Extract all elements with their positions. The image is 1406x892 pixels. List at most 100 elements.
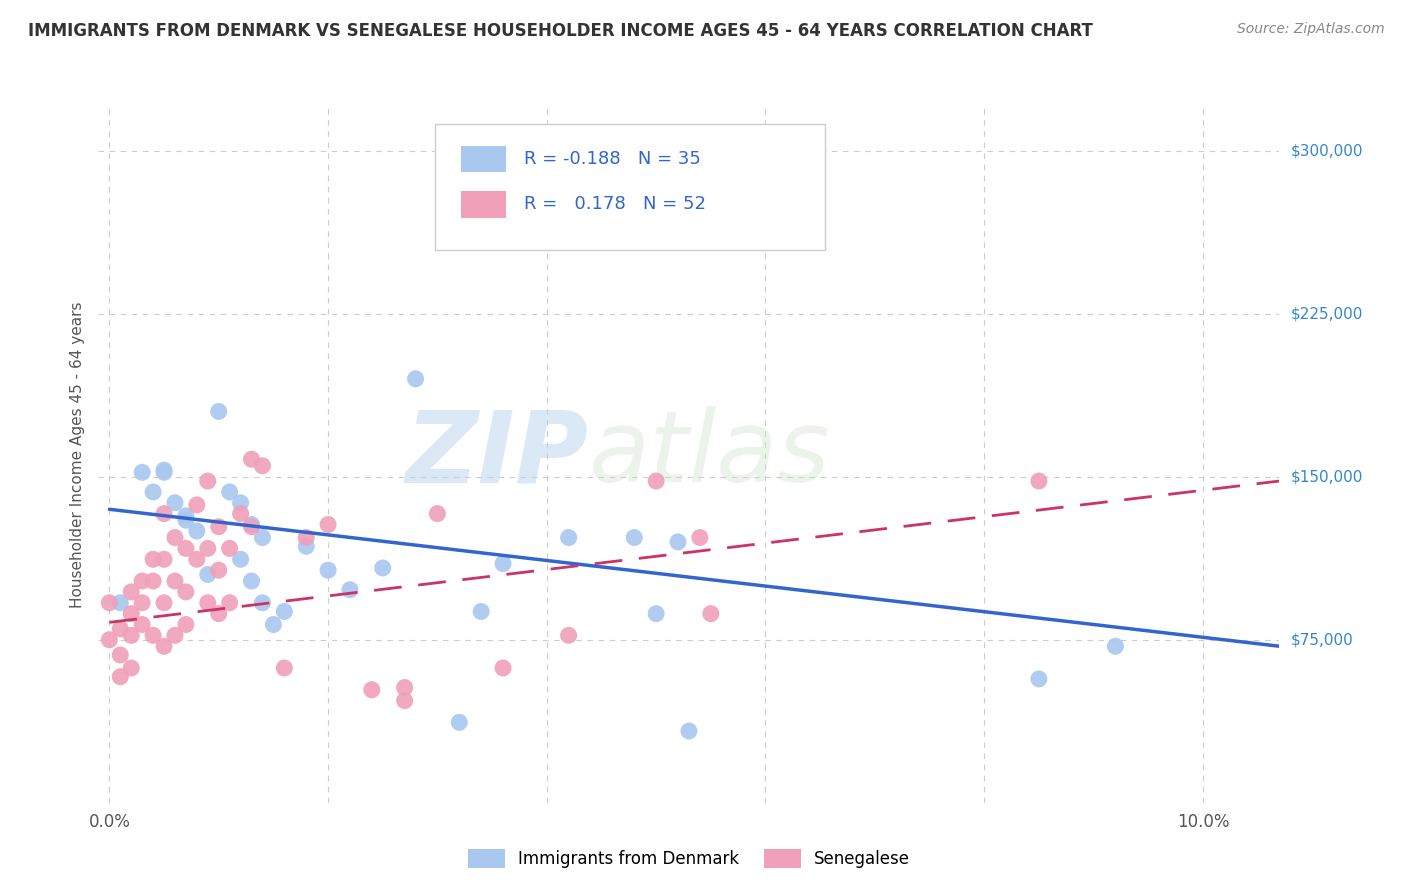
Point: [700, 607, 723, 621]
Point: [174, 508, 197, 523]
Point: [153, 596, 176, 610]
Point: [678, 724, 700, 739]
Point: [218, 596, 240, 610]
Point: [689, 531, 711, 545]
Point: [174, 585, 197, 599]
Text: atlas: atlas: [589, 407, 830, 503]
Point: [1104, 639, 1126, 653]
Point: [142, 552, 165, 566]
Point: [110, 648, 132, 662]
Point: [98, 596, 121, 610]
Point: [131, 596, 153, 610]
Point: [174, 541, 197, 556]
Point: [197, 567, 219, 582]
Point: [371, 561, 394, 575]
Point: [131, 617, 153, 632]
Point: [197, 474, 219, 488]
Bar: [461, 191, 506, 218]
Point: [120, 607, 142, 621]
Point: [120, 661, 142, 675]
Point: [273, 605, 295, 619]
Point: [426, 507, 449, 521]
Text: ZIP: ZIP: [405, 407, 589, 503]
Text: Source: ZipAtlas.com: Source: ZipAtlas.com: [1237, 22, 1385, 37]
Text: $150,000: $150,000: [1291, 469, 1362, 484]
Point: [153, 552, 176, 566]
Point: [153, 639, 176, 653]
Y-axis label: Householder Income Ages 45 - 64 years: Householder Income Ages 45 - 64 years: [69, 301, 84, 608]
Point: [142, 484, 165, 499]
Point: [131, 466, 153, 480]
Point: [449, 715, 471, 730]
Text: $225,000: $225,000: [1291, 306, 1362, 321]
Point: [208, 607, 231, 621]
Point: [360, 682, 382, 697]
Point: [557, 628, 579, 642]
Point: [110, 596, 132, 610]
Point: [623, 531, 645, 545]
Point: [1028, 474, 1050, 488]
Point: [218, 541, 240, 556]
Point: [186, 552, 208, 566]
Point: [197, 541, 219, 556]
Point: [110, 622, 132, 636]
Point: [492, 661, 515, 675]
Point: [98, 632, 121, 647]
Point: [645, 607, 668, 621]
Point: [153, 463, 176, 477]
Point: [492, 557, 515, 571]
Point: [295, 531, 318, 545]
Point: [142, 574, 165, 588]
Point: [163, 531, 186, 545]
Point: [252, 596, 274, 610]
Point: [142, 628, 165, 642]
Point: [240, 574, 263, 588]
Point: [252, 458, 274, 473]
Point: [163, 496, 186, 510]
Point: [666, 535, 689, 549]
Point: [470, 605, 492, 619]
Point: [174, 513, 197, 527]
Point: [229, 507, 252, 521]
Point: [163, 574, 186, 588]
Point: [339, 582, 361, 597]
Point: [229, 496, 252, 510]
Bar: [461, 146, 506, 172]
Text: IMMIGRANTS FROM DENMARK VS SENEGALESE HOUSEHOLDER INCOME AGES 45 - 64 YEARS CORR: IMMIGRANTS FROM DENMARK VS SENEGALESE HO…: [28, 22, 1092, 40]
Point: [174, 617, 197, 632]
Text: R = -0.188   N = 35: R = -0.188 N = 35: [523, 150, 700, 169]
Text: $300,000: $300,000: [1291, 143, 1362, 158]
Point: [186, 524, 208, 538]
FancyBboxPatch shape: [434, 125, 825, 250]
Point: [262, 617, 284, 632]
Point: [153, 507, 176, 521]
Point: [295, 539, 318, 553]
Point: [163, 628, 186, 642]
Text: R =   0.178   N = 52: R = 0.178 N = 52: [523, 195, 706, 213]
Point: [131, 574, 153, 588]
Point: [208, 404, 231, 418]
Point: [229, 552, 252, 566]
Point: [316, 563, 339, 577]
Point: [240, 517, 263, 532]
Point: [240, 519, 263, 533]
Legend: Immigrants from Denmark, Senegalese: Immigrants from Denmark, Senegalese: [461, 842, 917, 874]
Point: [186, 498, 208, 512]
Point: [120, 585, 142, 599]
Point: [316, 517, 339, 532]
Point: [208, 563, 231, 577]
Point: [557, 531, 579, 545]
Point: [645, 474, 668, 488]
Text: $75,000: $75,000: [1291, 632, 1354, 648]
Point: [120, 628, 142, 642]
Point: [252, 531, 274, 545]
Point: [110, 670, 132, 684]
Point: [153, 466, 176, 480]
Point: [197, 596, 219, 610]
Point: [208, 519, 231, 533]
Point: [240, 452, 263, 467]
Point: [405, 372, 427, 386]
Point: [273, 661, 295, 675]
Point: [1028, 672, 1050, 686]
Point: [218, 484, 240, 499]
